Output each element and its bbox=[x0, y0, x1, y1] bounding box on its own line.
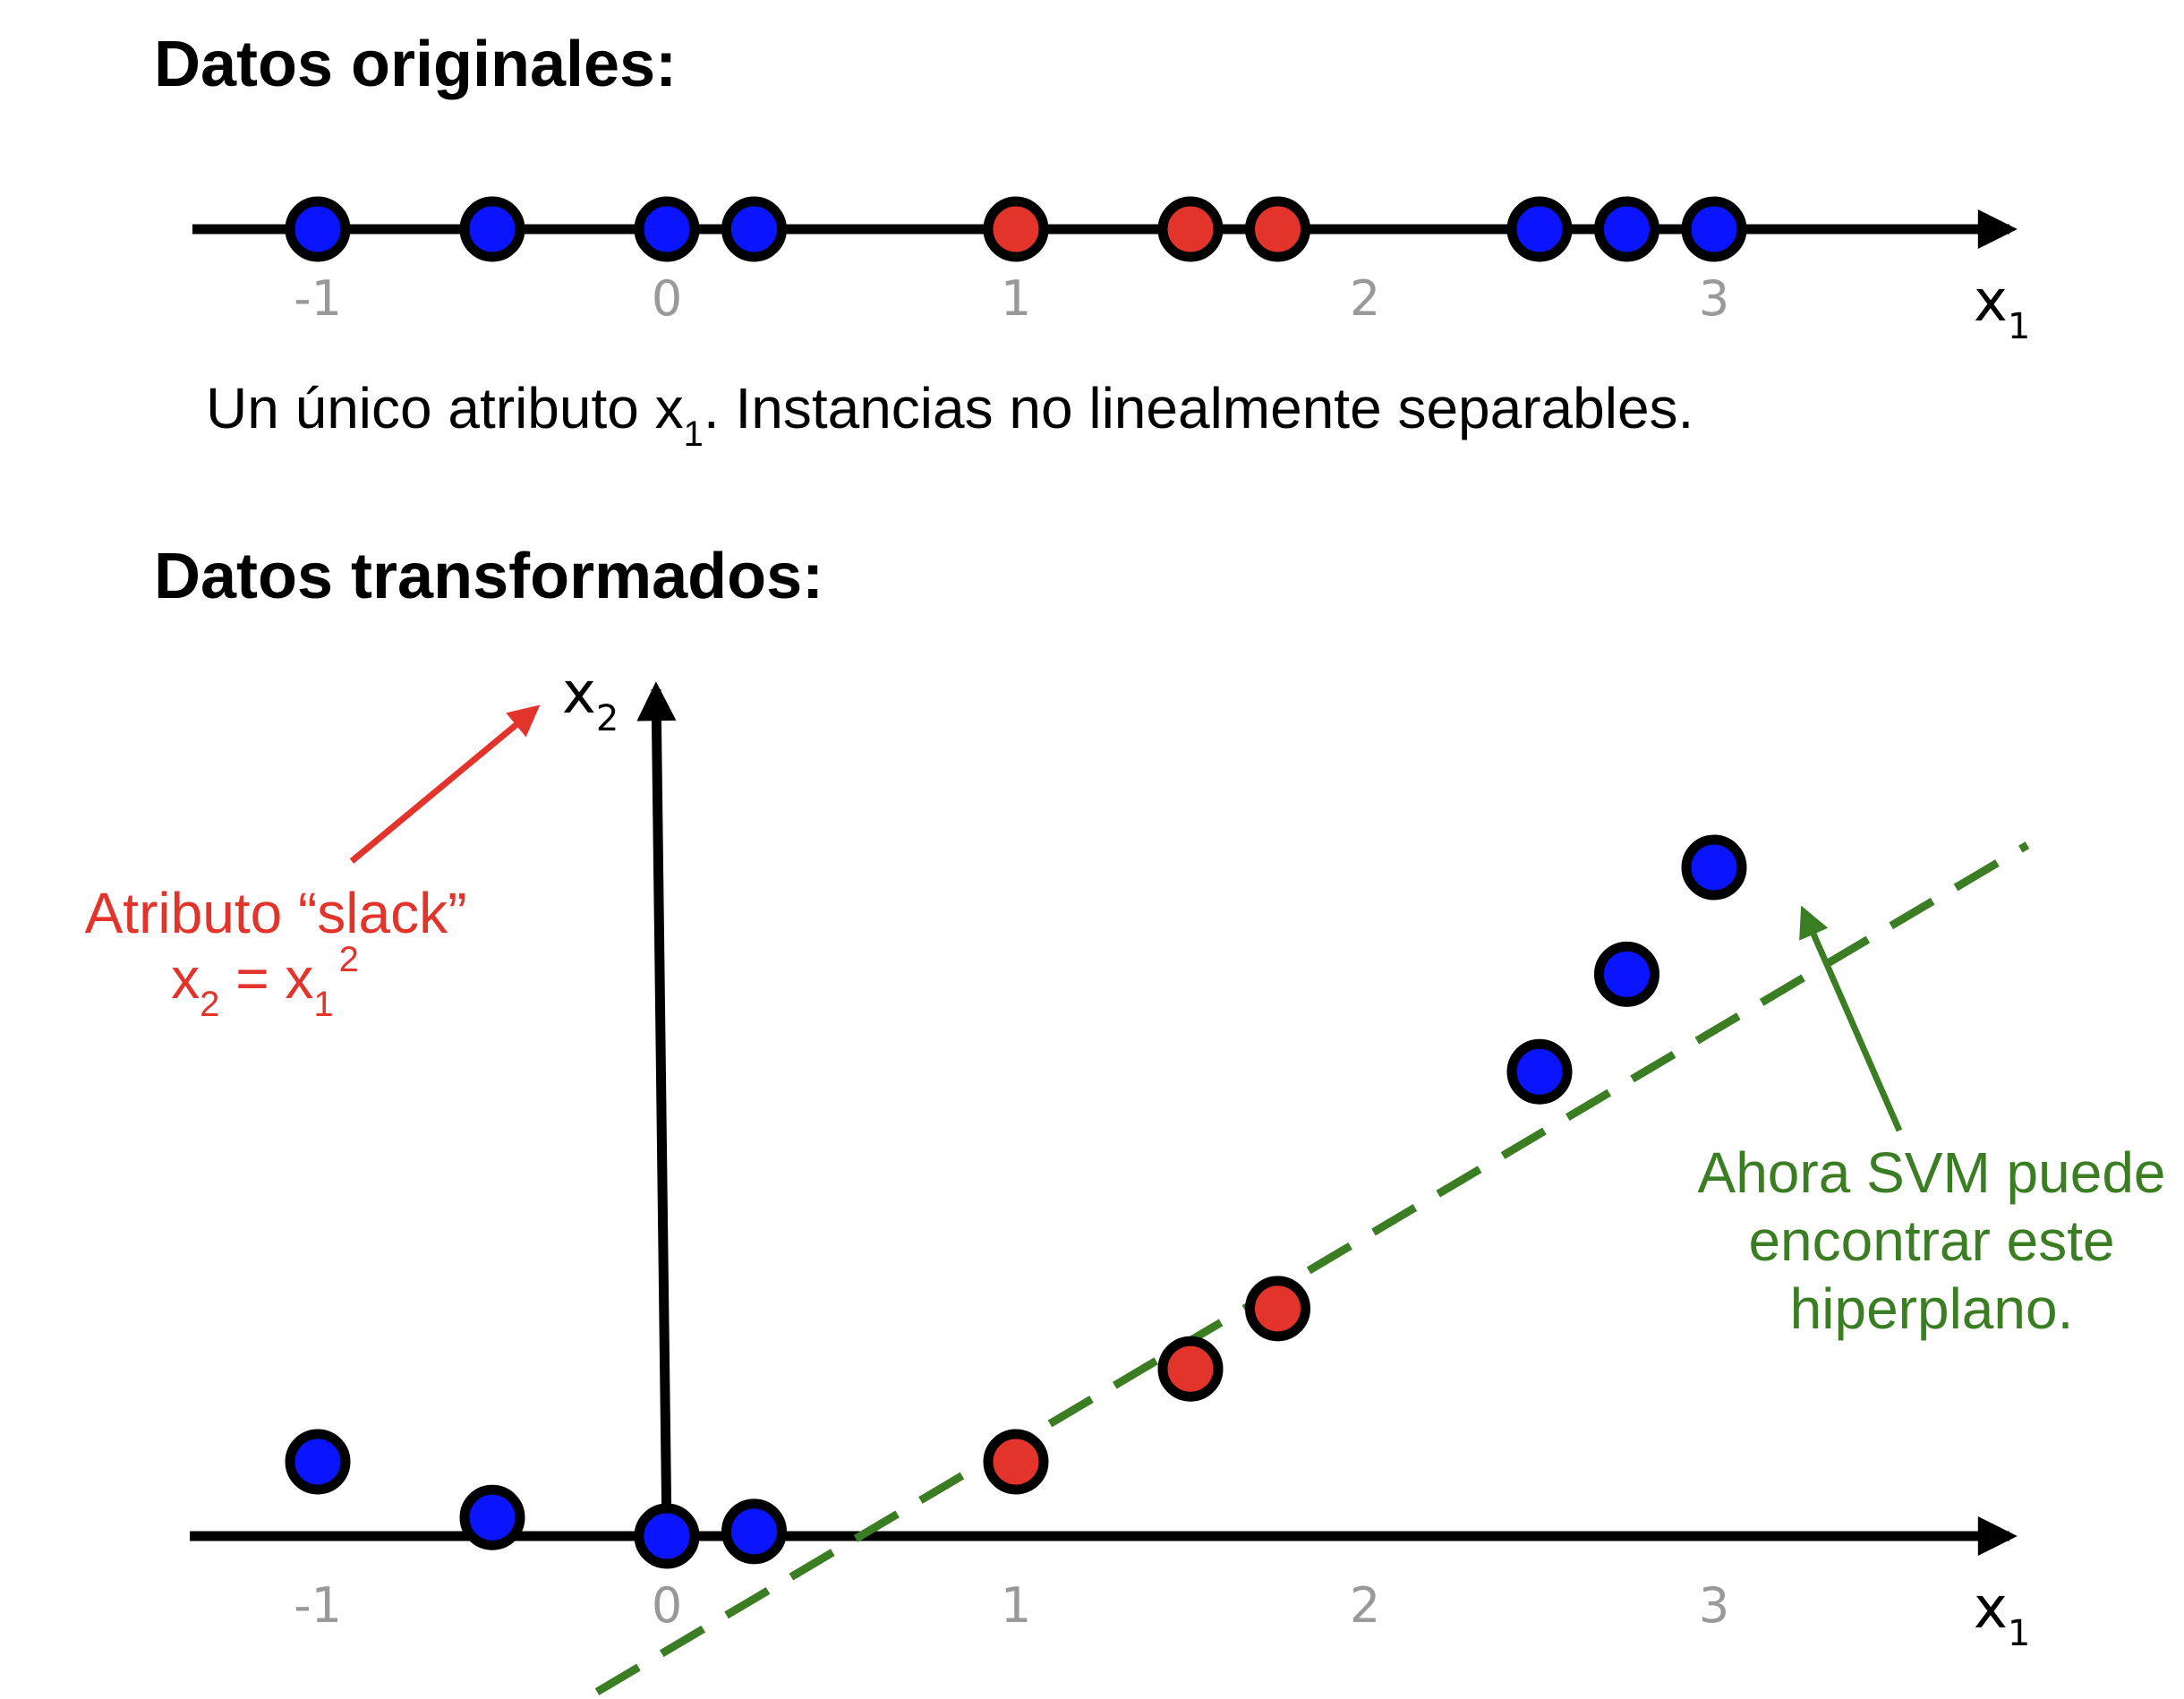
original-point-blue bbox=[459, 196, 525, 262]
original-point-red bbox=[983, 196, 1049, 262]
x2-axis bbox=[636, 681, 677, 1536]
bottom-x1-label: x1 bbox=[1974, 1575, 2030, 1654]
slack-arrow bbox=[349, 704, 541, 864]
top-data-points bbox=[285, 196, 1747, 262]
original-point-blue bbox=[1506, 196, 1573, 262]
original-point-red bbox=[1157, 196, 1224, 262]
svm-note-line3: hiperplano. bbox=[1790, 1276, 2074, 1341]
transformed-point-red bbox=[1245, 1276, 1310, 1342]
x2-axis-label: x2 bbox=[562, 661, 619, 739]
transformed-point-blue bbox=[721, 1498, 787, 1565]
transformed-point-blue bbox=[285, 1429, 351, 1495]
bottom-tick-label: 0 bbox=[652, 1577, 682, 1634]
original-point-blue bbox=[1594, 196, 1659, 262]
original-point-blue bbox=[1681, 196, 1747, 262]
top-tick-label: 1 bbox=[1001, 270, 1031, 327]
transformed-point-red bbox=[983, 1429, 1049, 1495]
slack-note-formula: x2 = x12 bbox=[171, 940, 359, 1024]
svm-note-line1: Ahora SVM puede bbox=[1698, 1140, 2166, 1205]
top-tick-labels: -1 0 1 2 3 bbox=[294, 270, 1729, 327]
transformed-point-blue bbox=[1594, 941, 1659, 1007]
top-tick-label: -1 bbox=[294, 270, 342, 327]
top-tick-label: 2 bbox=[1350, 270, 1380, 327]
svm-hyperplane bbox=[594, 841, 2030, 1695]
transformed-data-points bbox=[285, 834, 1747, 1569]
transformed-point-blue bbox=[1681, 834, 1747, 901]
bottom-tick-label: 2 bbox=[1350, 1577, 1380, 1634]
heading-original: Datos originales: bbox=[154, 29, 677, 100]
transformed-point-blue bbox=[634, 1503, 700, 1569]
svm-note-arrow bbox=[1799, 905, 1903, 1132]
heading-transformed: Datos transformados: bbox=[154, 541, 823, 612]
original-point-blue bbox=[721, 196, 787, 262]
bottom-tick-label: 3 bbox=[1699, 1577, 1729, 1634]
top-tick-label: 3 bbox=[1699, 270, 1729, 327]
svm-note-line2: encontrar este bbox=[1748, 1208, 2114, 1273]
bottom-tick-label: -1 bbox=[294, 1577, 342, 1634]
top-x1-label: x1 bbox=[1974, 269, 2030, 347]
transformed-point-red bbox=[1157, 1336, 1224, 1402]
transformed-point-blue bbox=[459, 1484, 525, 1550]
top-tick-label: 0 bbox=[652, 270, 682, 327]
original-point-blue bbox=[634, 196, 700, 262]
original-point-red bbox=[1245, 196, 1310, 262]
transformed-point-blue bbox=[1506, 1038, 1573, 1105]
bottom-tick-label: 1 bbox=[1001, 1577, 1031, 1634]
original-point-blue bbox=[285, 196, 351, 262]
bottom-tick-labels: -1 0 1 2 3 bbox=[294, 1577, 1729, 1634]
caption: Un único atributo x1. Instancias no line… bbox=[206, 376, 1693, 454]
slack-note-title: Atributo “slack” bbox=[85, 881, 467, 945]
